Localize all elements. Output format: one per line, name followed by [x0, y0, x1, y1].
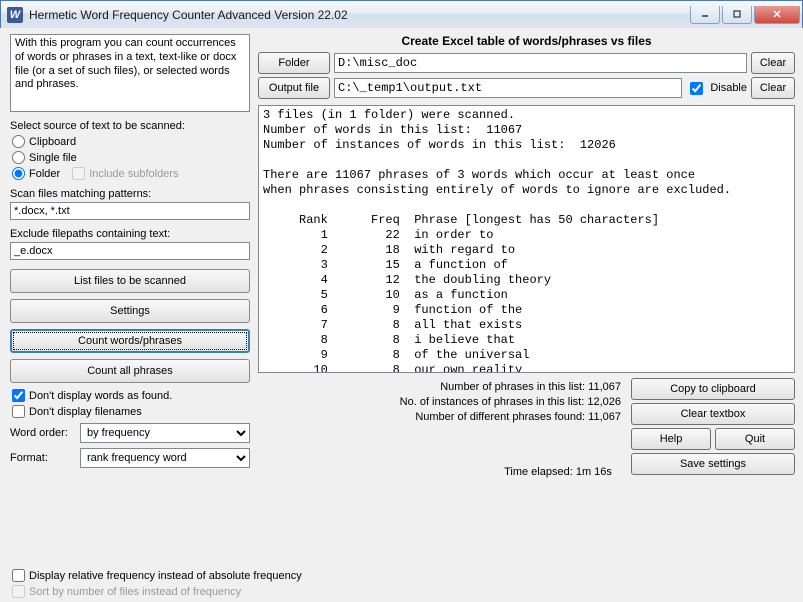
- count-words-button[interactable]: Count words/phrases: [10, 329, 250, 353]
- maximize-button[interactable]: [722, 6, 752, 24]
- output-path-input[interactable]: [334, 78, 682, 98]
- title-bar: W Hermetic Word Frequency Counter Advanc…: [1, 1, 802, 29]
- close-button[interactable]: [754, 6, 800, 24]
- radio-clipboard[interactable]: [12, 135, 25, 148]
- dont-display-filenames-label: Don't display filenames: [29, 406, 142, 418]
- folder-clear-button[interactable]: Clear: [751, 52, 795, 74]
- exclude-label: Exclude filepaths containing text:: [10, 228, 250, 240]
- sort-by-files-label: Sort by number of files instead of frequ…: [29, 586, 241, 598]
- radio-folder[interactable]: [12, 167, 25, 180]
- dont-display-words-checkbox[interactable]: [12, 389, 25, 402]
- time-elapsed-label: Time elapsed: 1m 16s: [458, 466, 658, 478]
- word-order-label: Word order:: [10, 427, 80, 439]
- results-textbox[interactable]: 3 files (in 1 folder) were scanned. Numb…: [258, 105, 795, 373]
- source-label: Select source of text to be scanned:: [10, 120, 250, 132]
- disable-checkbox[interactable]: [690, 82, 703, 95]
- description-textarea[interactable]: With this program you can count occurren…: [10, 34, 250, 112]
- minimize-button[interactable]: [690, 6, 720, 24]
- include-subfolders-checkbox: [72, 167, 85, 180]
- radio-single-file[interactable]: [12, 151, 25, 164]
- output-file-button[interactable]: Output file: [258, 77, 330, 99]
- help-button[interactable]: Help: [631, 428, 711, 450]
- exclude-input[interactable]: [10, 242, 250, 260]
- disable-label: Disable: [710, 82, 747, 94]
- format-label: Format:: [10, 452, 80, 464]
- radio-clipboard-label: Clipboard: [29, 136, 76, 148]
- clear-textbox-button[interactable]: Clear textbox: [631, 403, 795, 425]
- output-clear-button[interactable]: Clear: [751, 77, 795, 99]
- excel-header: Create Excel table of words/phrases vs f…: [258, 34, 795, 48]
- sort-by-files-checkbox: [12, 585, 25, 598]
- app-icon: W: [7, 7, 23, 23]
- format-select[interactable]: rank frequency word: [80, 448, 250, 468]
- relative-freq-label: Display relative frequency instead of ab…: [29, 570, 302, 582]
- dont-display-words-label: Don't display words as found.: [29, 390, 172, 402]
- patterns-input[interactable]: [10, 202, 250, 220]
- list-files-button[interactable]: List files to be scanned: [10, 269, 250, 293]
- quit-button[interactable]: Quit: [715, 428, 795, 450]
- radio-single-file-label: Single file: [29, 152, 77, 164]
- include-subfolders-label: Include subfolders: [89, 168, 178, 180]
- radio-folder-label: Folder: [29, 168, 60, 180]
- window-title: Hermetic Word Frequency Counter Advanced…: [29, 8, 688, 22]
- count-all-phrases-button[interactable]: Count all phrases: [10, 359, 250, 383]
- patterns-label: Scan files matching patterns:: [10, 188, 250, 200]
- word-order-select[interactable]: by frequency: [80, 423, 250, 443]
- dont-display-filenames-checkbox[interactable]: [12, 405, 25, 418]
- relative-freq-checkbox[interactable]: [12, 569, 25, 582]
- copy-clipboard-button[interactable]: Copy to clipboard: [631, 378, 795, 400]
- settings-button[interactable]: Settings: [10, 299, 250, 323]
- folder-path-input[interactable]: [334, 53, 747, 73]
- folder-button[interactable]: Folder: [258, 52, 330, 74]
